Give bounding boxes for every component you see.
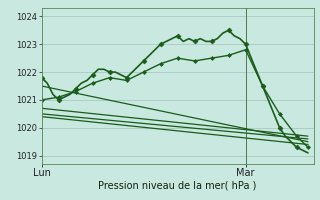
X-axis label: Pression niveau de la mer( hPa ): Pression niveau de la mer( hPa ): [99, 181, 257, 191]
